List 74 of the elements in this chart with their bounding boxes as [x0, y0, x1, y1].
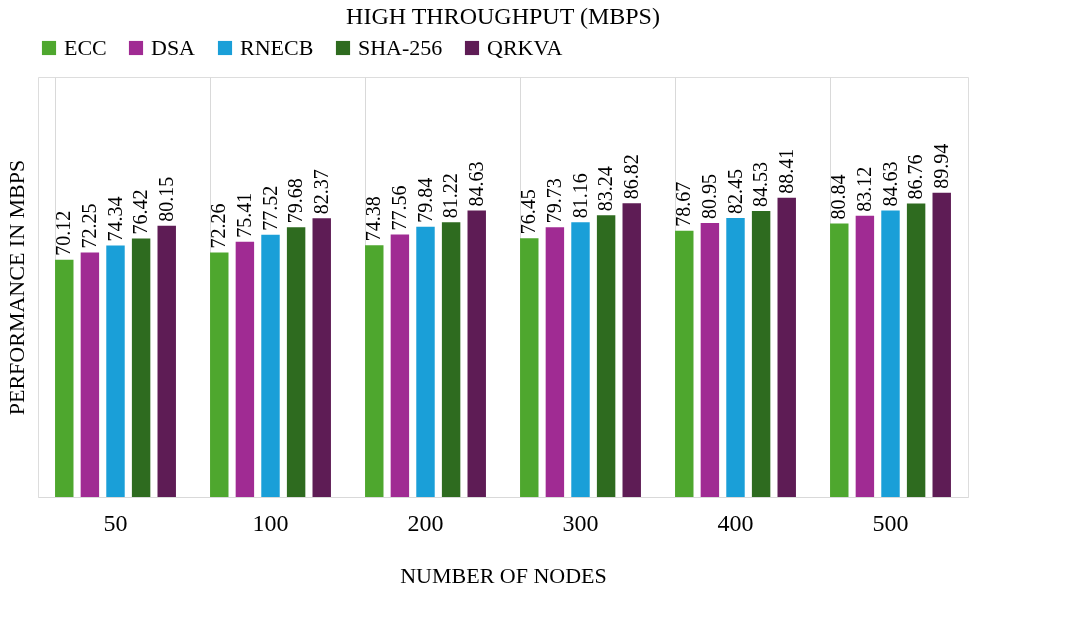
x-tick-label: 100	[252, 509, 289, 536]
bar	[596, 215, 616, 497]
data-label: 81.22	[439, 173, 462, 219]
data-label: 86.76	[904, 154, 927, 200]
bar	[830, 223, 849, 497]
bar	[751, 210, 771, 497]
bar	[726, 218, 745, 497]
bar	[467, 210, 486, 497]
data-label: 79.73	[542, 178, 565, 224]
data-label: 84.53	[749, 161, 772, 207]
data-label: 72.26	[207, 203, 230, 249]
bar	[520, 238, 539, 497]
x-tick-label: 50	[103, 509, 128, 536]
data-label: 81.16	[568, 173, 591, 219]
data-label: 70.12	[52, 210, 75, 256]
data-label: 76.42	[129, 189, 152, 235]
bar	[210, 252, 229, 497]
legend-label: ECC	[64, 35, 107, 60]
bar	[906, 203, 926, 497]
bar	[106, 245, 125, 497]
x-tick-label: 400	[717, 509, 754, 536]
data-label: 80.15	[154, 176, 177, 222]
x-tick-label: 500	[872, 509, 909, 536]
bar	[261, 234, 280, 497]
bar	[416, 226, 435, 497]
data-label: 89.94	[929, 143, 952, 189]
data-label: 88.41	[774, 148, 797, 194]
y-axis-title: PERFORMANCE IN MBPS	[3, 159, 29, 416]
chart-title: HIGH THROUGHPUT (MBPS)	[346, 3, 660, 29]
data-label: 84.63	[878, 161, 901, 207]
bar	[675, 230, 694, 497]
bar	[390, 234, 410, 497]
x-axis-title: NUMBER OF NODES	[400, 562, 607, 588]
bar	[235, 241, 255, 497]
legend-label: RNECB	[240, 35, 314, 60]
bar	[55, 259, 74, 497]
legend-label: QRKVA	[487, 35, 563, 60]
bar	[80, 252, 100, 497]
data-label: 83.12	[852, 166, 875, 212]
bar	[286, 227, 306, 497]
data-label: 78.67	[672, 181, 695, 227]
data-label: 76.45	[517, 189, 540, 235]
bar	[881, 210, 900, 497]
bar	[932, 192, 951, 497]
data-label: 77.52	[258, 185, 281, 231]
bar	[700, 223, 720, 497]
legend-label: SHA-256	[358, 35, 443, 60]
data-label: 80.95	[697, 174, 720, 220]
data-label: 77.56	[387, 185, 410, 231]
data-label: 82.45	[723, 169, 746, 214]
data-label: 86.82	[619, 154, 642, 200]
data-label: 79.84	[413, 177, 436, 223]
data-label: 79.68	[284, 178, 307, 224]
data-label: 82.37	[309, 169, 332, 215]
legend-label: DSA	[151, 35, 196, 60]
bar	[545, 227, 565, 497]
data-label: 74.34	[103, 196, 126, 242]
data-label: 72.25	[77, 203, 100, 249]
bar	[855, 215, 875, 497]
data-label: 74.38	[362, 196, 385, 242]
data-label: 75.41	[232, 192, 255, 238]
bar	[441, 222, 461, 497]
data-label: 80.84	[827, 174, 850, 220]
x-tick-label: 300	[562, 509, 599, 536]
bar	[131, 238, 151, 497]
data-label: 83.24	[594, 166, 617, 212]
bar	[365, 245, 384, 497]
bar	[312, 218, 331, 497]
data-label: 84.63	[464, 161, 487, 207]
bar	[157, 225, 176, 497]
x-tick-label: 200	[407, 509, 444, 536]
bar	[622, 203, 641, 497]
bar	[571, 222, 590, 497]
bar	[777, 197, 796, 497]
